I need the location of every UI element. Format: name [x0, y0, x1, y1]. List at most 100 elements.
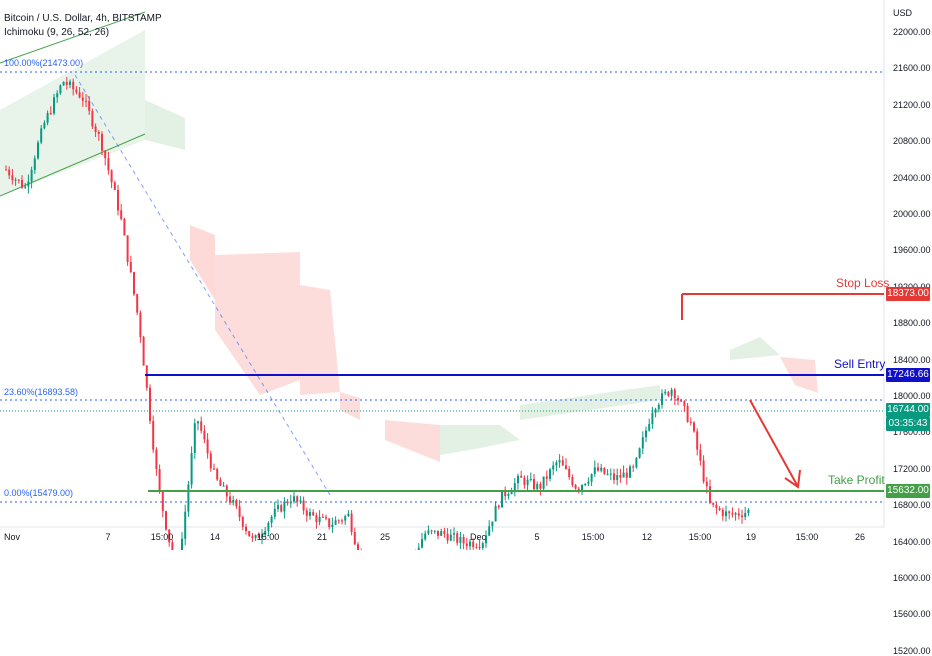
candle-body [248, 531, 251, 537]
current-price-badge: 16744.00 [886, 403, 930, 417]
candle-body [504, 490, 507, 497]
candle-body [91, 110, 94, 127]
candle-body [181, 538, 183, 550]
candle-body [565, 465, 567, 469]
candle-body [318, 516, 321, 522]
channel-line-lower [0, 133, 146, 197]
y-tick-label: 18800.00 [893, 318, 931, 329]
candle-body [542, 476, 545, 489]
y-tick-label: 18400.00 [893, 354, 931, 365]
x-tick-label: 15:00 [256, 532, 280, 542]
sell-entry-price-badge: 17246.66 [886, 368, 930, 382]
candle-body [337, 520, 340, 522]
candle-body [430, 530, 433, 532]
candle-body [309, 512, 311, 516]
candle-body [312, 512, 315, 516]
candle-body [709, 486, 711, 503]
x-tick-label: 5 [534, 532, 540, 542]
candle-body [357, 544, 359, 550]
candle-body [33, 158, 36, 170]
candle-body [133, 272, 135, 295]
candle-body [712, 502, 715, 505]
y-tick-label: 19600.00 [893, 245, 931, 256]
y-tick-label: 16800.00 [893, 500, 931, 511]
stop-loss-label: Stop Loss [836, 276, 890, 290]
candle-body [449, 534, 452, 541]
candle-body [587, 481, 590, 484]
x-tick-label: 15:00 [150, 532, 174, 542]
candle-body [30, 169, 33, 182]
candle-body [110, 170, 113, 183]
candle-body [693, 422, 695, 432]
candle-body [421, 539, 423, 548]
candle-body [136, 294, 139, 313]
candle-body [453, 533, 455, 535]
x-tick-label: 26 [854, 532, 866, 542]
y-tick-label: 21600.00 [893, 63, 931, 74]
x-tick-label: 12 [641, 532, 653, 542]
candle-body [27, 181, 30, 187]
candle-body [600, 467, 603, 471]
candle-body [104, 150, 107, 159]
candle-body [725, 511, 727, 517]
candle-body [680, 400, 683, 402]
candle-body [654, 409, 657, 413]
x-tick-label: 15:00 [581, 532, 605, 542]
candle-body [251, 536, 254, 538]
candle-body [571, 477, 574, 486]
candle-body [197, 421, 199, 424]
x-tick-label: 19 [745, 532, 757, 542]
candle-body [203, 430, 206, 440]
candle-body [456, 533, 459, 543]
currency-label: USD [893, 8, 913, 18]
candle-body [46, 113, 49, 123]
candle-body [657, 404, 660, 410]
candle-body [491, 521, 494, 527]
candle-body [613, 473, 615, 480]
candle-body [721, 509, 724, 517]
candle-body [56, 93, 59, 98]
candle-body [81, 97, 84, 101]
candle-body [142, 337, 145, 366]
candle-body [289, 501, 292, 504]
candle-body [561, 460, 564, 466]
candle-body [267, 522, 270, 531]
candle-body [171, 542, 174, 550]
candle-body [155, 449, 158, 470]
x-tick-label: 7 [105, 532, 111, 542]
candle-body [501, 490, 503, 508]
y-tick-label: 17200.00 [893, 463, 931, 474]
candle-body [232, 499, 235, 503]
x-tick-label: 15:00 [795, 532, 819, 542]
candle-body [277, 505, 279, 509]
candle-body [254, 535, 257, 538]
y-tick-label: 22000.00 [893, 27, 931, 37]
candle-body [219, 479, 222, 486]
candle-body [193, 423, 196, 454]
candle-body [69, 81, 71, 85]
candle-body [206, 439, 209, 454]
candle-body [549, 469, 551, 479]
candle-body [545, 476, 548, 479]
candle-body [440, 531, 443, 536]
candle-body [465, 543, 468, 547]
candle-body [677, 398, 679, 401]
candle-body [609, 473, 612, 475]
candle-body [424, 533, 427, 540]
candle-body [283, 501, 286, 512]
candle-body [741, 515, 743, 518]
candle-body [619, 475, 622, 478]
candle-body [145, 365, 148, 388]
candle-body [475, 547, 478, 549]
candle-body [331, 524, 334, 528]
candle-body [49, 113, 52, 115]
candle-body [581, 485, 583, 490]
candle-body [577, 488, 580, 490]
candle-body [696, 431, 699, 450]
y-tick-label: 21200.00 [893, 99, 931, 110]
candle-body [552, 465, 555, 470]
candle-body [459, 536, 462, 543]
candle-body [37, 142, 39, 159]
candle-body [667, 391, 670, 396]
candle-body [101, 133, 103, 151]
